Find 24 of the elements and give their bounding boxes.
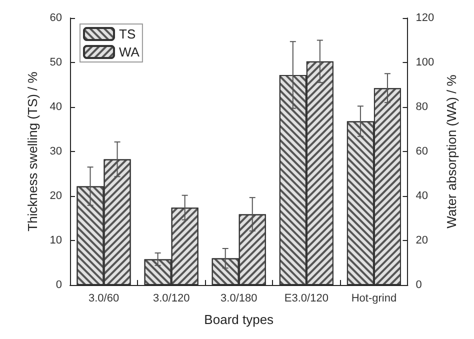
legend-label: TS bbox=[119, 26, 136, 42]
x-axis-title: Board types bbox=[204, 312, 274, 327]
y2-tick-label: 120 bbox=[416, 12, 434, 24]
y2-tick-label: 100 bbox=[416, 56, 434, 68]
x-tick-label: 3.0/120 bbox=[152, 292, 190, 304]
y-tick-label: 60 bbox=[50, 12, 62, 24]
y-tick-label: 40 bbox=[50, 101, 62, 113]
legend-label: WA bbox=[119, 44, 140, 60]
y-tick-label: 30 bbox=[50, 146, 62, 158]
y-tick-label: 10 bbox=[50, 234, 62, 246]
y-tick-label: 20 bbox=[50, 190, 62, 202]
y2-tick-label: 60 bbox=[416, 146, 428, 158]
y-tick-label: 0 bbox=[56, 279, 62, 291]
x-tick-label: 3.0/180 bbox=[220, 292, 258, 304]
y2-tick-label: 80 bbox=[416, 101, 428, 113]
y2-tick-label: 40 bbox=[416, 190, 428, 202]
x-tick-label: E3.0/120 bbox=[284, 292, 328, 304]
y-tick-label: 50 bbox=[50, 56, 62, 68]
x-tick-label: Hot-grind bbox=[351, 292, 397, 304]
y2-axis-title: Water absorption (WA) / % bbox=[444, 74, 459, 228]
y-axis-title: Thickness swelling (TS) / % bbox=[24, 71, 40, 232]
x-tick-label: 3.0/60 bbox=[88, 292, 120, 304]
y2-tick-label: 20 bbox=[416, 234, 428, 246]
y2-tick-label: 0 bbox=[416, 279, 422, 291]
